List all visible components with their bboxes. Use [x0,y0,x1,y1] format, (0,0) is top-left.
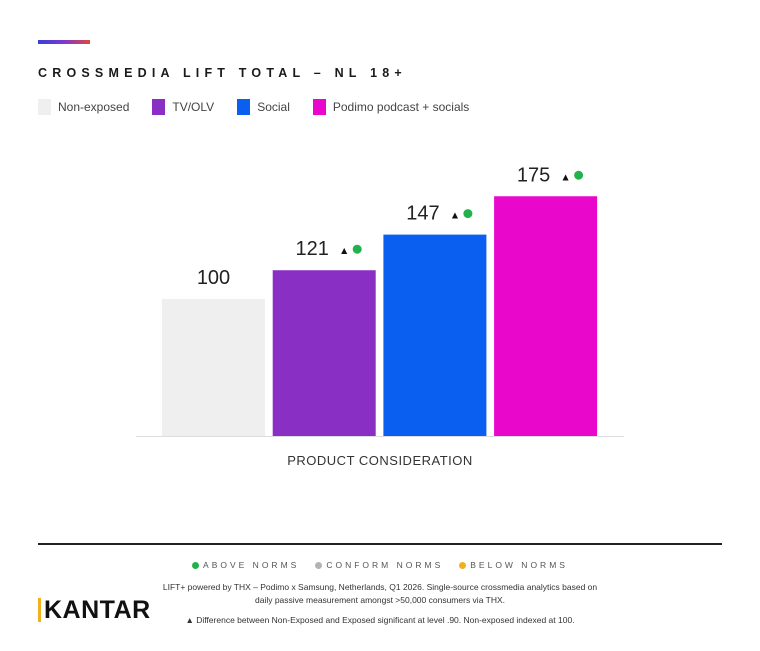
source-footnote: LIFT+ powered by THX – Podimo x Samsung,… [162,582,598,605]
bar-chart: 100 121 ▲ 147 ▲ 175 ▲ [136,164,624,437]
legend-label-tv-olv: TV/OLV [172,100,215,114]
norm-label-conform: CONFORM NORMS [326,560,444,570]
norm-label-below: BELOW NORMS [470,560,568,570]
norm-dot-icon [352,244,362,254]
legend-label-social: Social [257,100,290,114]
x-axis-label: PRODUCT CONSIDERATION [287,453,473,468]
grey-dot-icon [315,561,323,569]
data-label-group-social: 147 ▲ [406,203,473,225]
significance-triangle-icon: ▲ [341,246,348,255]
title-accent-bar [38,40,90,44]
legend-swatch-podimo [312,99,326,115]
data-label-social: 147 [406,203,439,225]
chart-legend: Non-exposed TV/OLV Social Podimo podcast… [38,97,492,117]
yellow-dot-icon [459,561,467,569]
kantar-logo-text: KANTAR [44,596,151,624]
legend-item-social: Social [237,99,290,115]
data-label-non-exposed: 100 [197,267,230,289]
legend-label-podimo: Podimo podcast + socials [332,100,470,114]
legend-item-non-exposed: Non-exposed [38,99,129,115]
norms-legend: ABOVE NORMS CONFORM NORMS BELOW NORMS [0,560,760,570]
data-label-group-non-exposed: 100 [197,267,230,289]
chart-title: CROSSMEDIA LIFT TOTAL – NL 18+ [38,66,407,80]
data-label-group-tv-olv: 121 ▲ [296,238,362,260]
data-label-group-podimo-podcast-socials: 175 ▲ [517,164,584,186]
legend-swatch-non-exposed [38,99,51,115]
norm-item-above: ABOVE NORMS [192,560,299,570]
kantar-logo-accent [38,598,41,622]
legend-item-podimo: Podimo podcast + socials [312,99,470,115]
norm-item-conform: CONFORM NORMS [315,560,443,570]
data-label-podimo-podcast-socials: 175 [517,164,550,186]
bar-podimo-podcast-socials [494,196,598,436]
significance-triangle-icon: ▲ [452,211,459,220]
bar-non-exposed [162,299,265,436]
significance-footnote: ▲ Difference between Non-Exposed and Exp… [185,615,575,625]
legend-swatch-social [237,99,251,115]
legend-swatch-tv-olv [152,99,166,115]
bar-tv-olv [272,270,376,436]
legend-label-non-exposed: Non-exposed [58,100,130,114]
norm-label-above: ABOVE NORMS [203,560,300,570]
data-label-tv-olv: 121 [296,238,329,260]
bar-social [383,234,487,436]
norm-dot-icon [574,170,584,180]
norm-item-below: BELOW NORMS [459,560,568,570]
legend-item-tv-olv: TV/OLV [152,99,214,115]
green-dot-icon [192,561,200,569]
footer-divider [38,543,722,545]
norm-dot-icon [463,209,473,219]
significance-triangle-icon: ▲ [563,172,570,181]
kantar-logo: KANTAR [38,596,151,624]
